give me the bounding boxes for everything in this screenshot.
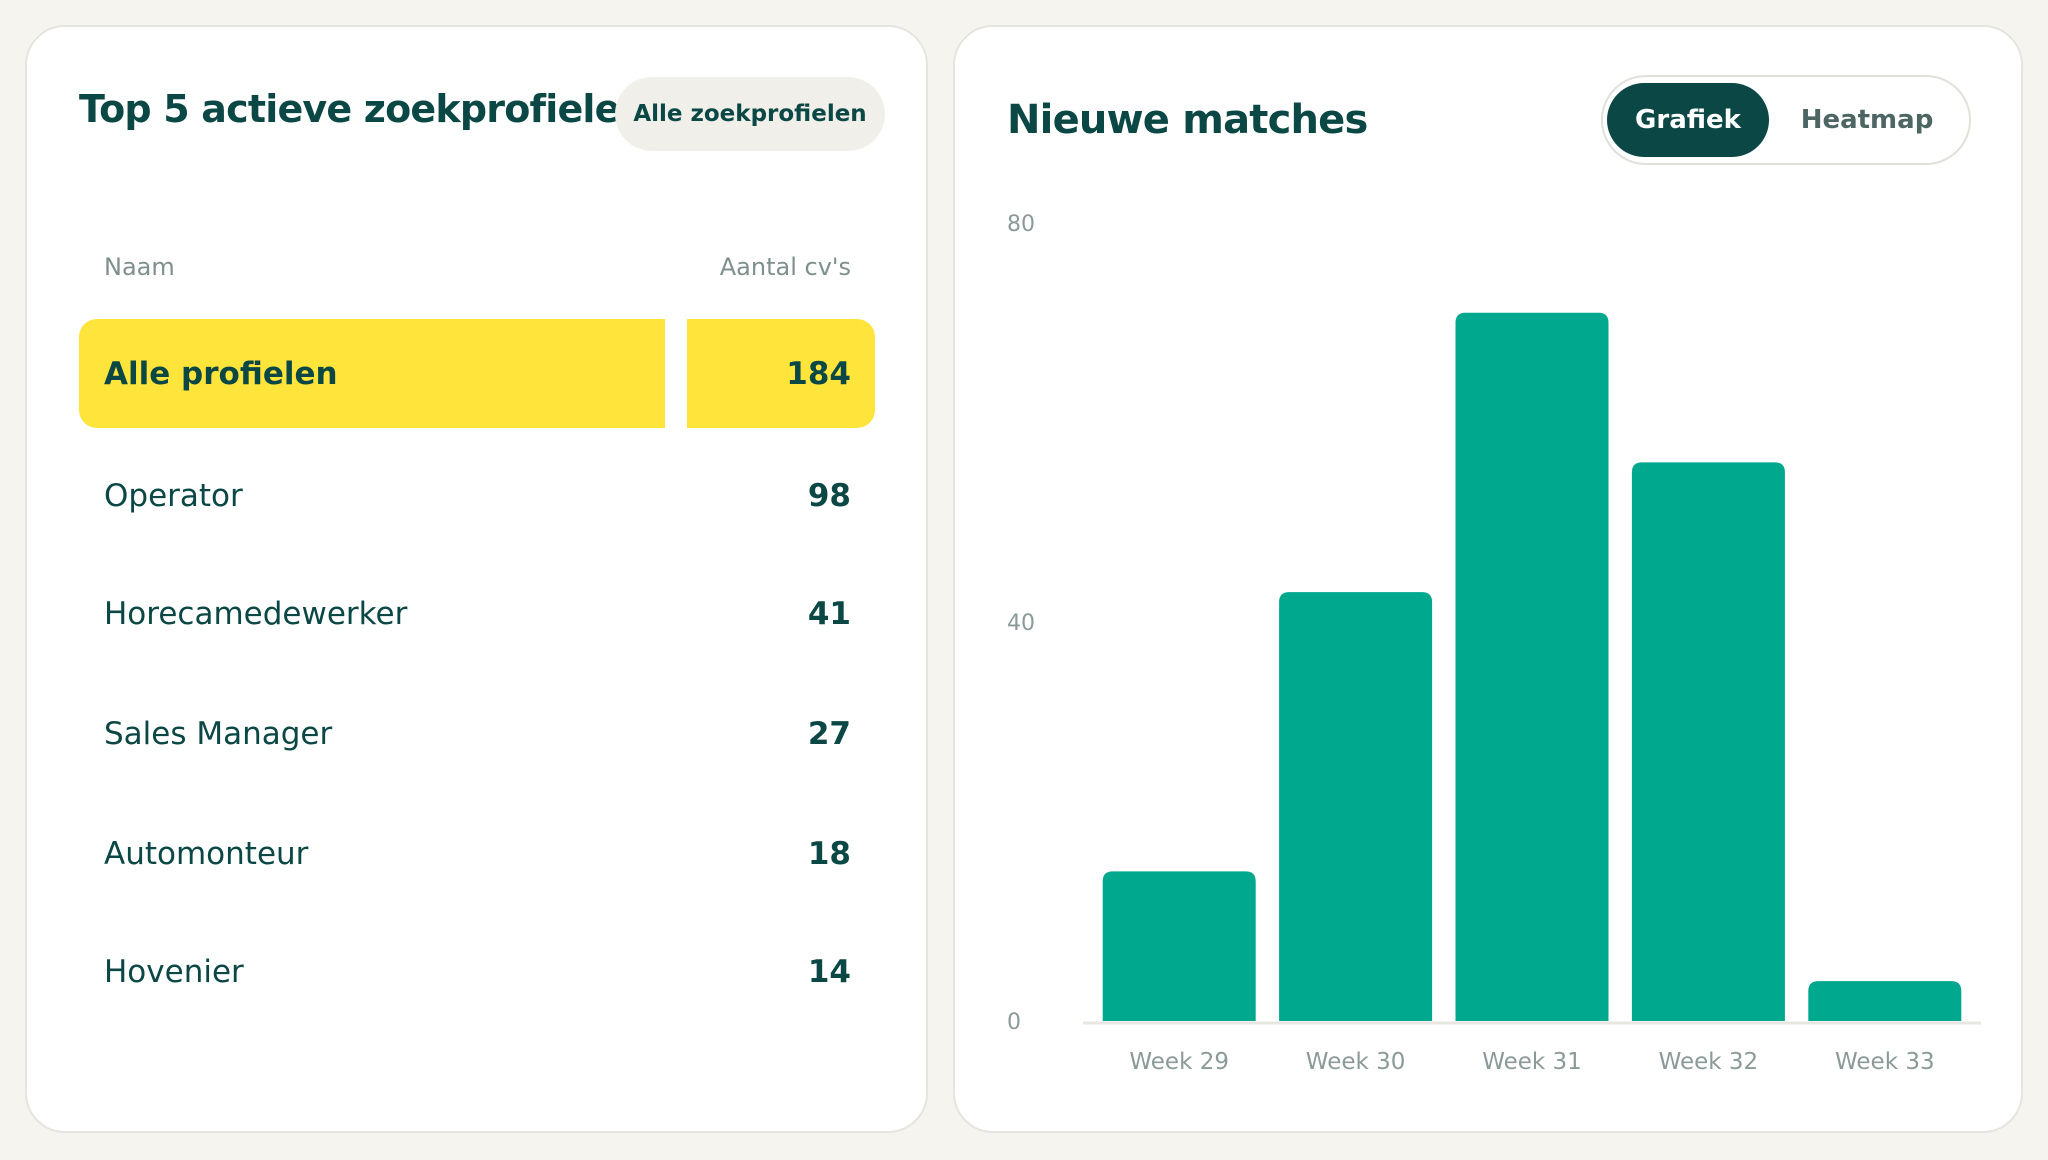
column-header-name: Naam	[104, 253, 175, 281]
profile-row[interactable]: Hovenier 14	[79, 932, 875, 1012]
profile-row[interactable]: Operator 98	[79, 456, 875, 536]
all-search-profiles-button[interactable]: Alle zoekprofielen	[615, 77, 885, 151]
x-tick-label: Week 29	[1129, 1049, 1229, 1075]
toggle-chart-button[interactable]: Grafiek	[1607, 83, 1769, 157]
bar-week-29[interactable]	[1102, 871, 1256, 1021]
x-tick-label: Week 33	[1835, 1049, 1935, 1075]
profile-row[interactable]: Automonteur 18	[79, 814, 875, 894]
highlight-row-name[interactable]: Alle profielen	[79, 319, 665, 428]
column-header-count: Aantal cv's	[719, 253, 851, 281]
view-toggle: Grafiek Heatmap	[1601, 75, 1971, 165]
profile-row[interactable]: Sales Manager 27	[79, 694, 875, 774]
profile-name: Automonteur	[104, 836, 309, 872]
profile-row[interactable]: Horecamedewerker 41	[79, 574, 875, 654]
profile-count: 98	[807, 478, 851, 514]
bar-week-33[interactable]	[1808, 981, 1962, 1021]
top-profiles-card: Top 5 actieve zoekprofielen Alle zoekpro…	[25, 25, 928, 1133]
profile-count: 14	[807, 954, 851, 990]
y-tick-label: 80	[1007, 212, 1035, 237]
y-tick-label: 0	[1007, 1010, 1021, 1035]
bar-week-32[interactable]	[1631, 462, 1785, 1021]
profile-name: Hovenier	[104, 954, 244, 990]
x-tick-label: Week 32	[1659, 1049, 1759, 1075]
profile-name: Operator	[104, 478, 243, 514]
profile-name: Horecamedewerker	[104, 596, 408, 632]
profile-count: 41	[807, 596, 851, 632]
new-matches-card: Nieuwe matches Grafiek Heatmap 0 40 80 Week…	[953, 25, 2023, 1133]
profile-name: Sales Manager	[104, 716, 333, 752]
top-profiles-title: Top 5 actieve zoekprofielen	[79, 87, 647, 131]
profile-count: 27	[807, 716, 851, 752]
toggle-heatmap-button[interactable]: Heatmap	[1773, 83, 1961, 157]
y-tick-label: 40	[1007, 611, 1035, 636]
new-matches-title: Nieuwe matches	[1007, 97, 1368, 143]
x-tick-label: Week 31	[1482, 1049, 1582, 1075]
profile-count: 18	[807, 836, 851, 872]
bar-week-30[interactable]	[1279, 592, 1433, 1021]
matches-bar-chart: 0 40 80 Week 29 Week 30 Week 31 Week 32 Week 33	[1007, 212, 1981, 1075]
x-tick-label: Week 30	[1306, 1049, 1406, 1075]
bar-week-31[interactable]	[1455, 312, 1609, 1021]
highlight-row-count: 184	[687, 319, 875, 428]
